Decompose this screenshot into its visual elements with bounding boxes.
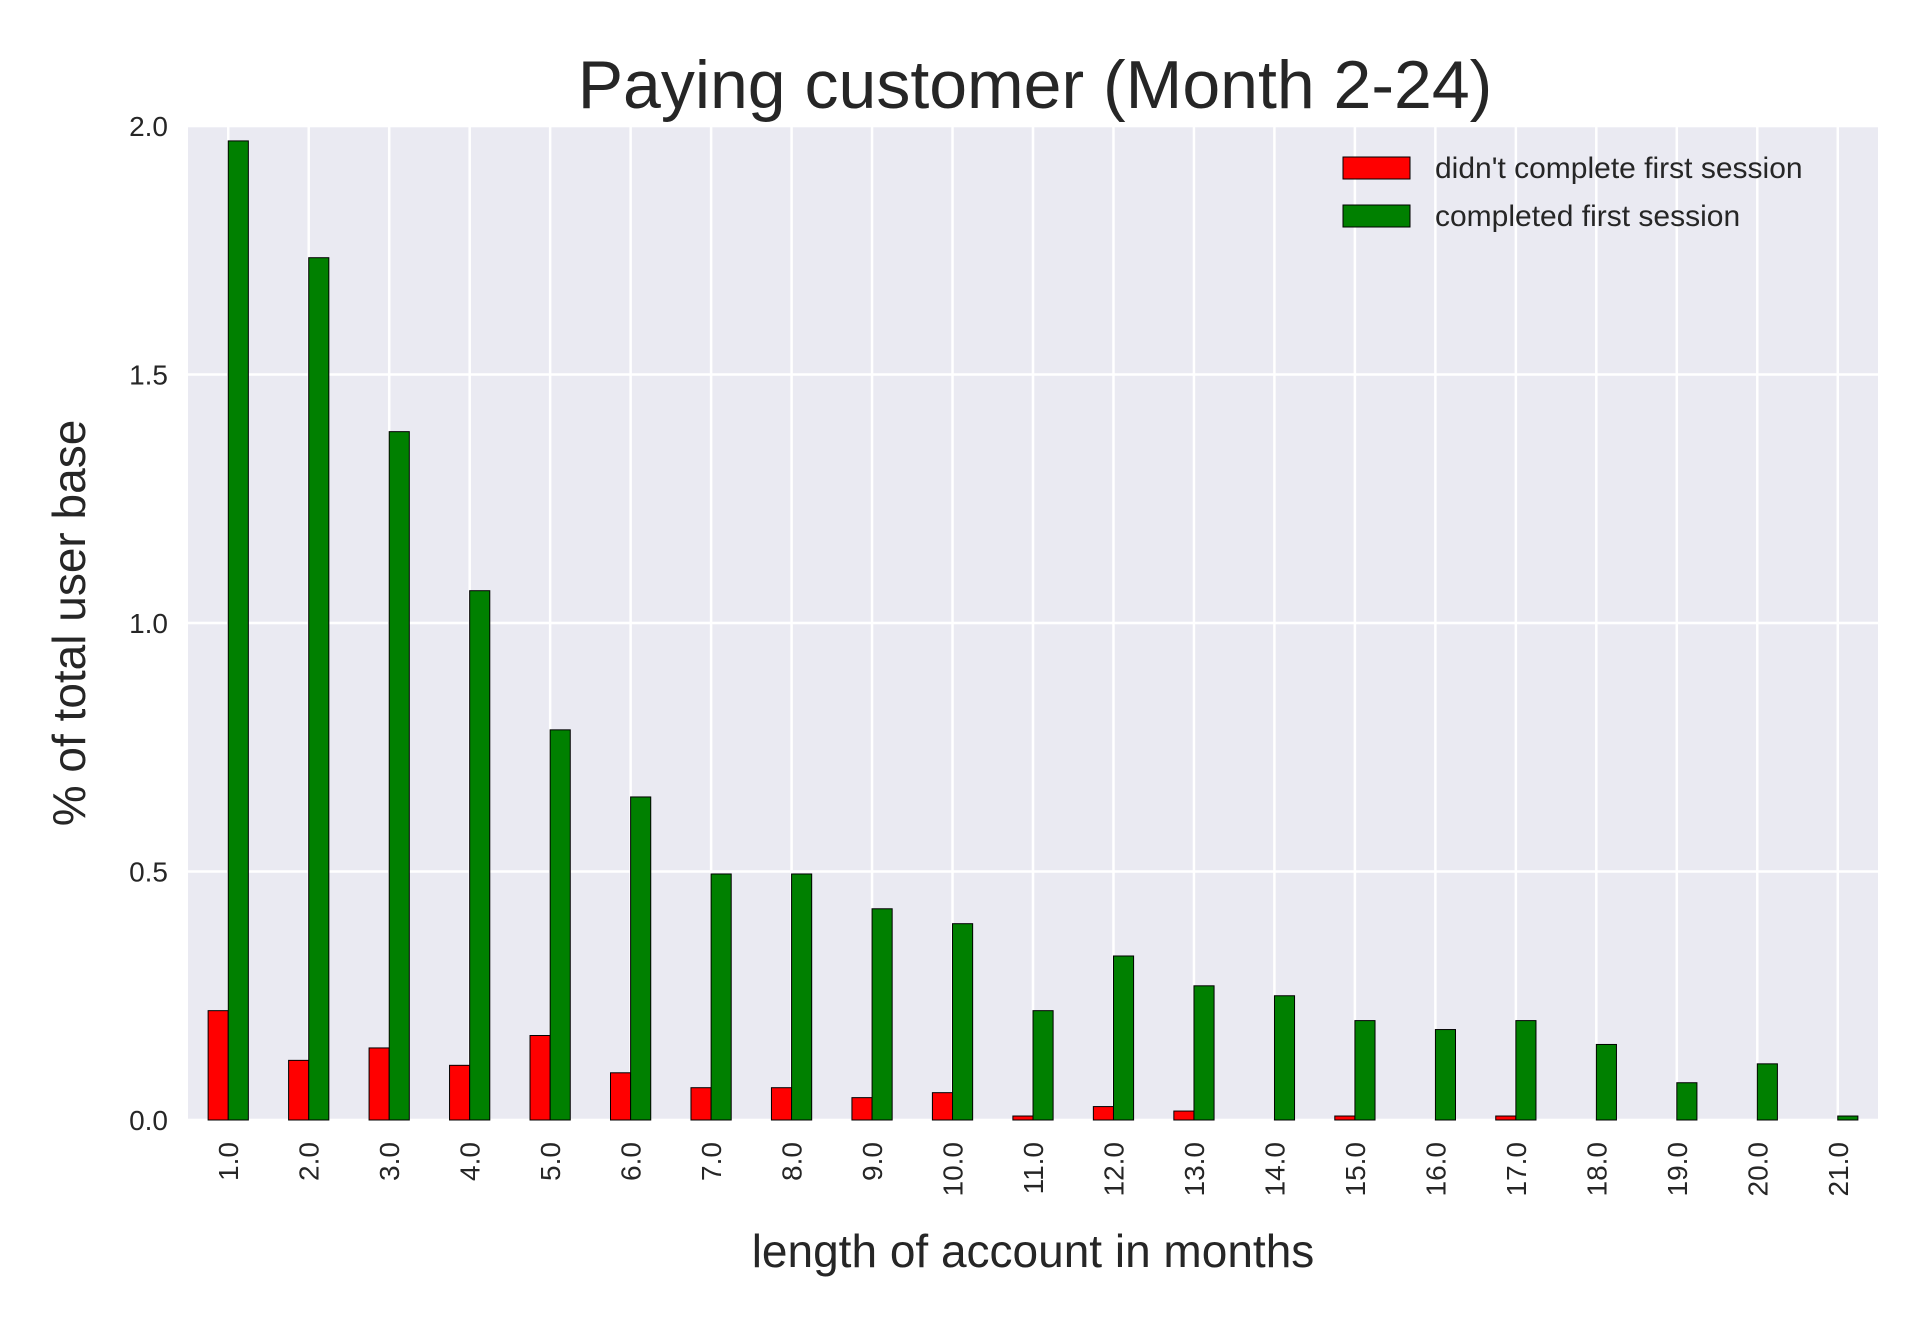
y-tick-label: 1.0 [129, 608, 168, 639]
x-tick-label: 20.0 [1742, 1142, 1773, 1197]
bar-completed [1112, 955, 1135, 1121]
x-tick-label: 2.0 [294, 1142, 325, 1181]
bar-didnt-complete [1334, 1115, 1356, 1121]
bars [207, 140, 1859, 1121]
x-tick-label: 4.0 [455, 1142, 486, 1181]
chart-title: Paying customer (Month 2-24) [578, 47, 1493, 123]
bar-didnt-complete [851, 1097, 873, 1121]
bar-completed [1273, 995, 1296, 1121]
x-tick-label: 10.0 [938, 1142, 969, 1197]
x-tick-label: 16.0 [1420, 1142, 1451, 1197]
bar-completed [630, 796, 652, 1121]
y-tick-label: 0.5 [129, 857, 168, 888]
x-tick-label: 12.0 [1098, 1142, 1129, 1197]
y-axis-label: % of total user base [43, 420, 95, 827]
x-tick-label: 3.0 [374, 1142, 405, 1181]
y-tick-label: 2.0 [129, 111, 168, 142]
x-tick-label: 19.0 [1662, 1142, 1693, 1197]
legend-swatch [1342, 156, 1411, 180]
bar-completed [1676, 1082, 1698, 1121]
bar-didnt-complete [1495, 1115, 1517, 1121]
bar-completed [871, 908, 893, 1121]
bar-completed [1032, 1010, 1054, 1121]
bar-didnt-complete [1092, 1106, 1114, 1121]
x-tick-label: 5.0 [535, 1142, 566, 1181]
x-tick-label: 8.0 [777, 1142, 808, 1181]
x-ticks: 1.0 2.0 3.0 4.0 5.0 6.0 7.0 8.0 9.0 10.0 11.0 12.0 1… [213, 1142, 1854, 1197]
y-ticks: 0.0 0.5 1.0 1.5 2.0 [129, 111, 168, 1136]
x-tick-label: 21.0 [1823, 1142, 1854, 1197]
x-tick-label: 13.0 [1179, 1142, 1210, 1197]
bar-completed [469, 590, 491, 1121]
x-tick-label: 11.0 [1018, 1142, 1049, 1194]
bar-didnt-complete [931, 1092, 954, 1121]
bar-completed [952, 923, 974, 1121]
x-axis-label: length of account in months [752, 1225, 1315, 1277]
bar-didnt-complete [690, 1087, 712, 1121]
legend: didn't complete first session completed f… [1342, 152, 1803, 233]
bar-didnt-complete [529, 1035, 551, 1121]
bar-completed [1595, 1043, 1617, 1121]
legend-swatch [1342, 204, 1411, 228]
bar-didnt-complete [1173, 1110, 1195, 1121]
x-tick-label: 17.0 [1501, 1142, 1532, 1197]
x-tick-label: 6.0 [616, 1142, 647, 1181]
bar-completed [1193, 985, 1215, 1121]
bar-didnt-complete [449, 1064, 471, 1121]
x-tick-label: 9.0 [857, 1142, 888, 1181]
bar-didnt-complete [770, 1087, 793, 1121]
bar-completed [1434, 1029, 1457, 1121]
bar-completed [1756, 1063, 1778, 1121]
bar-completed [227, 140, 249, 1121]
x-tick-label: 1.0 [213, 1142, 244, 1181]
legend-label: didn't complete first session [1435, 152, 1803, 185]
bar-completed [388, 431, 410, 1121]
x-tick-label: 7.0 [696, 1142, 727, 1181]
bar-completed [710, 873, 732, 1121]
bar-completed [791, 873, 813, 1121]
bar-completed [1515, 1020, 1537, 1121]
bar-completed [308, 257, 330, 1121]
bar-completed [549, 729, 571, 1121]
bar-didnt-complete [288, 1059, 310, 1121]
y-tick-label: 1.5 [129, 360, 168, 391]
x-tick-label: 14.0 [1259, 1142, 1290, 1197]
x-tick-label: 15.0 [1340, 1142, 1371, 1197]
bar-didnt-complete [207, 1010, 229, 1121]
y-tick-label: 0.0 [129, 1105, 168, 1136]
bar-didnt-complete [610, 1072, 632, 1121]
bar-completed [1837, 1115, 1859, 1121]
bar-didnt-complete [1012, 1115, 1034, 1121]
bar-didnt-complete [368, 1047, 390, 1121]
legend-label: completed first session [1435, 200, 1740, 233]
x-tick-label: 18.0 [1581, 1142, 1612, 1197]
bar-completed [1354, 1020, 1376, 1121]
